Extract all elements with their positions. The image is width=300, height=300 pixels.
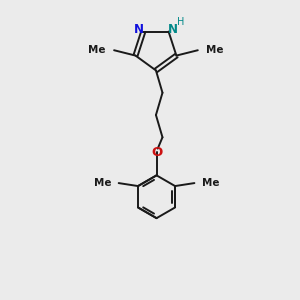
Text: N: N	[168, 23, 178, 36]
Text: Me: Me	[202, 178, 219, 188]
Text: Me: Me	[88, 45, 106, 55]
Text: Me: Me	[206, 45, 224, 55]
Text: Me: Me	[94, 178, 111, 188]
Text: O: O	[151, 146, 162, 159]
Text: H: H	[177, 17, 185, 27]
Text: N: N	[134, 23, 144, 36]
